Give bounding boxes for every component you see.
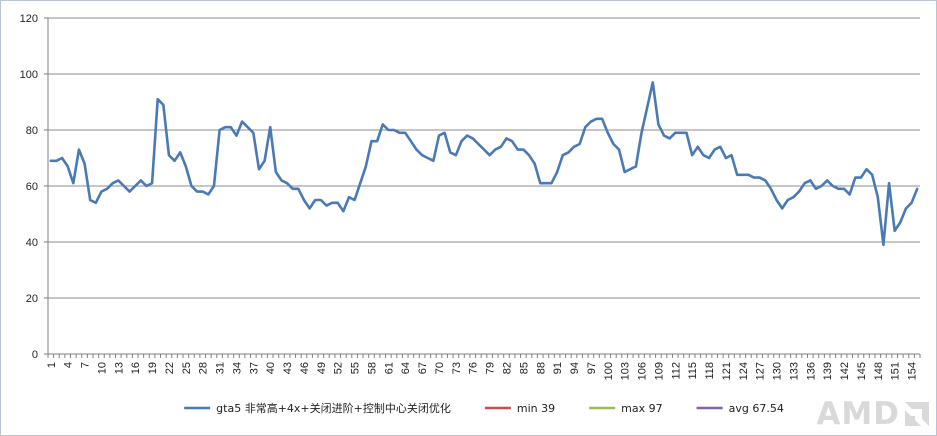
x-tick-label: 121	[721, 362, 733, 380]
x-tick-label: 46	[299, 362, 311, 374]
x-tick-label: 118	[704, 362, 716, 380]
legend-label: avg 67.54	[729, 402, 784, 415]
x-tick-label: 70	[434, 362, 446, 374]
x-tick-label: 52	[333, 362, 345, 374]
x-tick-label: 73	[451, 362, 463, 374]
x-tick-label: 88	[535, 362, 547, 374]
x-tick-label: 31	[215, 362, 227, 374]
x-tick-label: 37	[248, 362, 260, 374]
axes	[44, 17, 921, 358]
y-tick-label: 20	[26, 293, 38, 305]
x-tick-label: 43	[282, 362, 294, 374]
legend-label: min 39	[517, 402, 555, 415]
x-tick-label: 13	[113, 362, 125, 374]
x-tick-label: 7	[80, 362, 92, 368]
x-tick-label: 139	[822, 362, 834, 380]
x-tick-label: 136	[805, 362, 817, 380]
y-tick-label: 100	[20, 69, 38, 81]
amd-logo: AMD	[816, 396, 931, 432]
x-tick-label: 124	[738, 362, 750, 380]
x-tick-label: 34	[231, 362, 243, 374]
x-tick-label: 10	[96, 362, 108, 374]
x-tick-label: 64	[400, 362, 412, 374]
gridlines	[48, 17, 920, 299]
x-tick-label: 133	[788, 362, 800, 380]
x-tick-label: 97	[586, 362, 598, 374]
x-tick-label: 112	[670, 362, 682, 380]
y-tick-labels: 0 20 40 60 80 100 120	[20, 13, 38, 361]
x-tick-label: 16	[130, 362, 142, 374]
y-tick-label: 40	[26, 237, 38, 249]
legend-label: gta5 非常高+4x+关闭进阶+控制中心关闭优化	[216, 401, 451, 415]
y-tick-label: 60	[26, 181, 38, 193]
x-tick-label: 115	[687, 362, 699, 380]
legend-label: max 97	[621, 402, 662, 415]
x-tick-label: 91	[552, 362, 564, 374]
x-tick-label: 1	[46, 362, 58, 368]
x-tick-label: 154	[907, 362, 919, 380]
x-tick-label: 82	[502, 362, 514, 374]
amd-arrow-icon	[905, 402, 929, 426]
x-tick-label: 85	[518, 362, 530, 374]
x-tick-label: 148	[873, 362, 885, 380]
x-tick-label: 4	[63, 362, 75, 368]
x-tick-label: 58	[366, 362, 378, 374]
y-tick-label: 0	[32, 349, 38, 361]
y-tick-label: 80	[26, 125, 38, 137]
x-tick-label: 28	[198, 362, 210, 374]
x-tick-label: 67	[417, 362, 429, 374]
x-tick-labels: 1 4 7 10 13 16 19 22 25 28 31 34 37 40 43 46 49 52 55 58 61 6…	[46, 362, 919, 380]
x-tick-label: 40	[265, 362, 277, 374]
x-tick-label: 94	[569, 362, 581, 374]
legend: gta5 非常高+4x+关闭进阶+控制中心关闭优化 min 39 max 97 avg…	[184, 401, 784, 415]
x-tick-label: 103	[620, 362, 632, 380]
x-tick-label: 55	[350, 362, 362, 374]
x-tick-label: 79	[485, 362, 497, 374]
x-tick-label: 130	[772, 362, 784, 380]
x-tick-label: 49	[316, 362, 328, 374]
x-tick-label: 25	[181, 362, 193, 374]
y-tick-label: 120	[20, 13, 38, 25]
x-tick-label: 19	[147, 362, 159, 374]
x-tick-label: 142	[839, 362, 851, 380]
x-tick-label: 100	[603, 362, 615, 380]
x-tick-label: 109	[653, 362, 665, 380]
logo-text: AMD	[816, 396, 900, 432]
x-tick-label: 106	[637, 362, 649, 380]
x-tick-label: 61	[383, 362, 395, 374]
x-tick-label: 22	[164, 362, 176, 374]
series-line	[49, 81, 919, 247]
series-lines	[49, 81, 919, 247]
x-tick-label: 127	[755, 362, 767, 380]
x-tick-label: 76	[468, 362, 480, 374]
x-tick-label: 151	[890, 362, 902, 380]
x-tick-label: 145	[856, 362, 868, 380]
